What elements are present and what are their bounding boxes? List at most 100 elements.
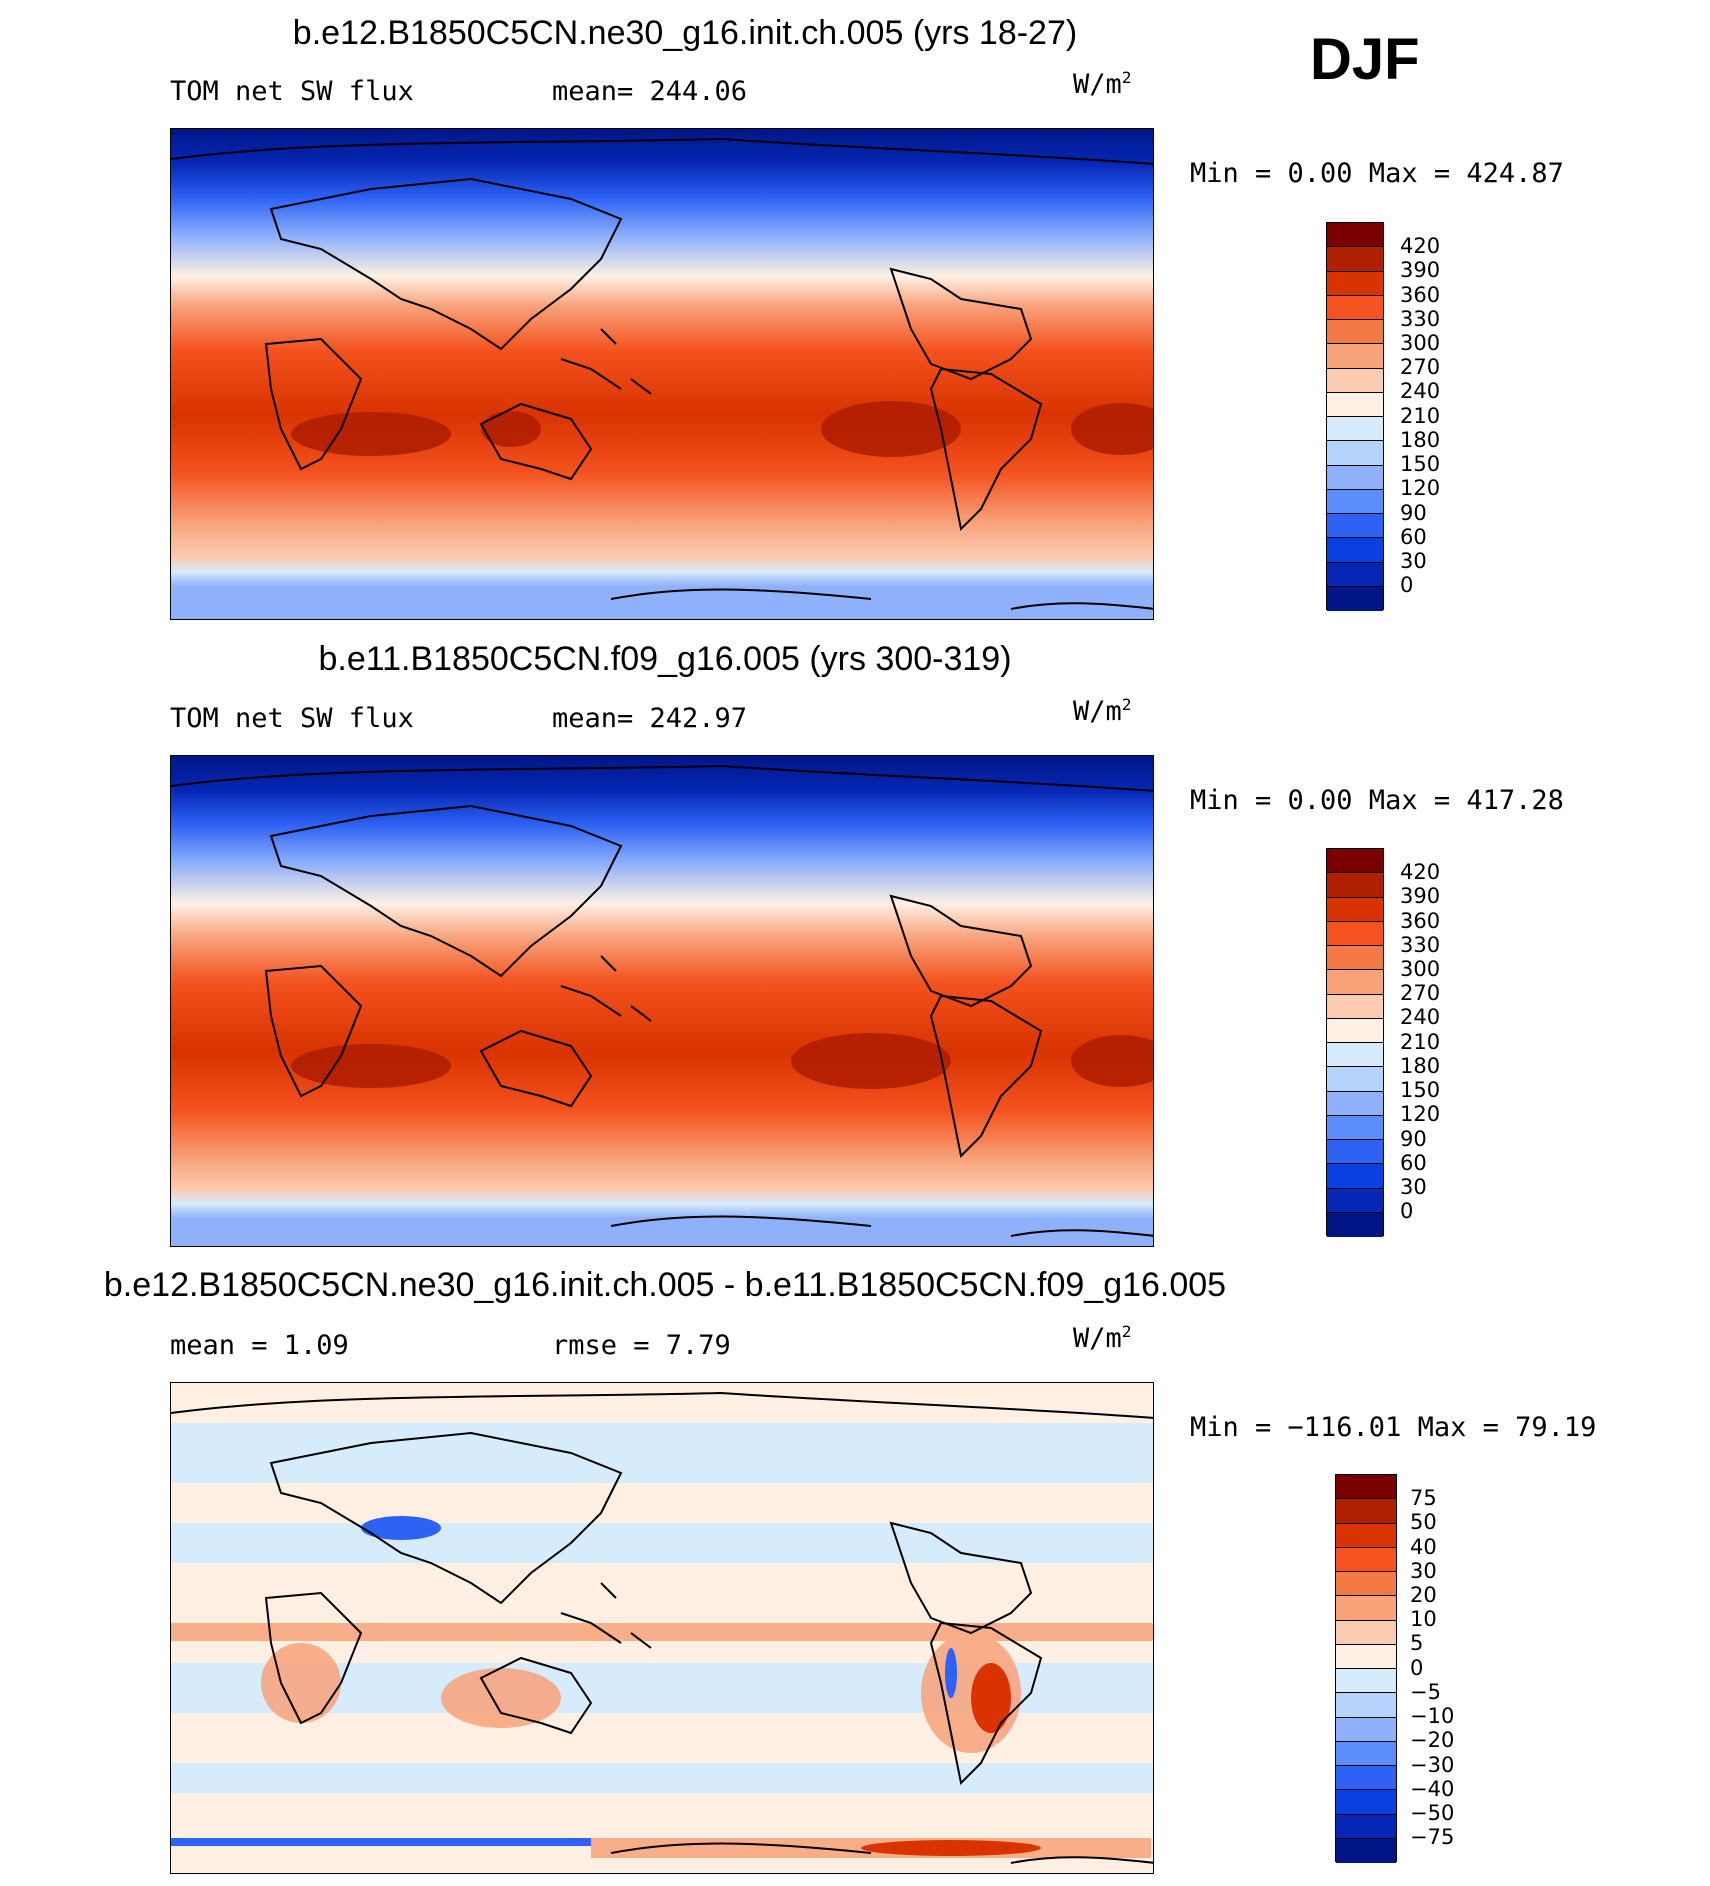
colorbar-2-swatch (1327, 994, 1383, 1019)
panel-1-variable: TOM net SW flux (170, 76, 414, 107)
panel-3-strong-anomalies (861, 1663, 1041, 1856)
colorbar-3-swatch (1336, 1596, 1396, 1621)
colorbar-label: 75 (1410, 1486, 1437, 1510)
colorbar-label: 50 (1410, 1510, 1437, 1534)
colorbar-1-swatch (1327, 368, 1383, 393)
colorbar-3-swatch (1336, 1572, 1396, 1597)
panel-2-map (170, 755, 1154, 1247)
colorbar-label: 30 (1410, 1559, 1437, 1583)
panel-1-title: b.e12.B1850C5CN.ne30_g16.init.ch.005 (yr… (292, 14, 1078, 52)
colorbar-label: 420 (1400, 234, 1441, 258)
colorbar-2-swatch (1327, 1067, 1383, 1092)
colorbar-label: 360 (1400, 283, 1441, 307)
panel-3-minmax: Min = −116.01 Max = 79.19 (1190, 1412, 1597, 1443)
colorbar-2-swatch (1327, 873, 1383, 898)
colorbar-label: −20 (1410, 1728, 1455, 1752)
colorbar-3-swatch (1336, 1766, 1396, 1791)
colorbar-label: 20 (1410, 1583, 1437, 1607)
colorbar-1-swatch (1327, 344, 1383, 369)
colorbar-label: −50 (1410, 1801, 1455, 1825)
colorbar-1-swatch (1327, 223, 1383, 248)
colorbar-1-swatch (1327, 271, 1383, 296)
colorbar-label: 240 (1400, 379, 1441, 403)
colorbar-label: 180 (1400, 428, 1441, 452)
colorbar-label: 60 (1400, 525, 1427, 549)
colorbar-label: 40 (1410, 1535, 1437, 1559)
colorbar-label: 330 (1400, 307, 1441, 331)
season-label: DJF (1310, 27, 1420, 92)
colorbar-1-swatch (1327, 465, 1383, 490)
colorbar-3-swatch (1336, 1547, 1396, 1572)
colorbar-label: 210 (1400, 404, 1441, 428)
panel-2-title: b.e11.B1850C5CN.f09_g16.005 (yrs 300-319… (318, 640, 1012, 678)
colorbar-3-swatch (1336, 1717, 1396, 1742)
colorbar-label: 120 (1400, 476, 1441, 500)
colorbar-label: 90 (1400, 501, 1427, 525)
colorbar-label: −75 (1410, 1825, 1455, 1849)
colorbar-label: 150 (1400, 452, 1441, 476)
colorbar-2-swatch (1327, 897, 1383, 922)
colorbar-label: 360 (1400, 909, 1441, 933)
colorbar-label: 330 (1400, 933, 1441, 957)
colorbar-2-swatch (1327, 921, 1383, 946)
colorbar-3-swatch (1336, 1620, 1396, 1645)
colorbar-2-swatch (1327, 1188, 1383, 1213)
colorbar-label: −10 (1410, 1704, 1455, 1728)
panel-1-units: W/m2 (1073, 68, 1132, 100)
colorbar-label: 30 (1400, 549, 1427, 573)
colorbar-3-swatch (1336, 1669, 1396, 1694)
colorbar-3-swatch (1336, 1838, 1396, 1863)
colorbar-label: −40 (1410, 1777, 1455, 1801)
colorbar-label: −30 (1410, 1753, 1455, 1777)
colorbar-3-swatch (1336, 1790, 1396, 1815)
colorbar-1-swatch (1327, 320, 1383, 345)
colorbar-1-swatch (1327, 295, 1383, 320)
colorbar-3-swatch (1336, 1814, 1396, 1839)
colorbar-label: 150 (1400, 1078, 1441, 1102)
colorbar-label: 210 (1400, 1030, 1441, 1054)
colorbar-label: 0 (1410, 1656, 1424, 1680)
colorbar-2-swatch (1327, 1091, 1383, 1116)
colorbar-label: 240 (1400, 1005, 1441, 1029)
colorbar-1-swatch (1327, 538, 1383, 563)
panel-3-colorbar (1335, 1474, 1397, 1863)
colorbar-label: 420 (1400, 860, 1441, 884)
panel-2-units: W/m2 (1073, 695, 1132, 727)
colorbar-3-swatch (1336, 1644, 1396, 1669)
colorbar-label: 270 (1400, 981, 1441, 1005)
colorbar-3-swatch (1336, 1475, 1396, 1500)
colorbar-label: 270 (1400, 355, 1441, 379)
colorbar-1-swatch (1327, 441, 1383, 466)
colorbar-3-swatch (1336, 1693, 1396, 1718)
colorbar-label: −5 (1410, 1680, 1441, 1704)
colorbar-label: 60 (1400, 1151, 1427, 1175)
panel-1-minmax: Min = 0.00 Max = 424.87 (1190, 158, 1564, 189)
colorbar-1-swatch (1327, 586, 1383, 611)
colorbar-label: 30 (1400, 1175, 1427, 1199)
colorbar-1-swatch (1327, 514, 1383, 539)
colorbar-label: 390 (1400, 258, 1441, 282)
colorbar-3-swatch (1336, 1741, 1396, 1766)
colorbar-label: 10 (1410, 1607, 1437, 1631)
colorbar-1-swatch (1327, 247, 1383, 272)
colorbar-label: 5 (1410, 1631, 1424, 1655)
panel-2-variable: TOM net SW flux (170, 703, 414, 734)
colorbar-1-swatch (1327, 417, 1383, 442)
colorbar-label: 300 (1400, 331, 1441, 355)
panel-3-units: W/m2 (1073, 1322, 1132, 1354)
colorbar-label: 0 (1400, 1199, 1414, 1223)
colorbar-2-swatch (1327, 1212, 1383, 1237)
colorbar-label: 390 (1400, 884, 1441, 908)
colorbar-2-swatch (1327, 946, 1383, 971)
panel-3-rmse: rmse = 7.79 (552, 1330, 731, 1361)
panel-2-coastlines (171, 764, 1153, 1237)
colorbar-label: 300 (1400, 957, 1441, 981)
colorbar-1-swatch (1327, 392, 1383, 417)
colorbar-label: 0 (1400, 573, 1414, 597)
panel-2-high-flux-cells (291, 1033, 1153, 1089)
colorbar-2-swatch (1327, 849, 1383, 874)
panel-1-map (170, 128, 1154, 620)
panel-3-mean: mean = 1.09 (170, 1330, 349, 1361)
colorbar-2-swatch (1327, 1140, 1383, 1165)
colorbar-label: 120 (1400, 1102, 1441, 1126)
